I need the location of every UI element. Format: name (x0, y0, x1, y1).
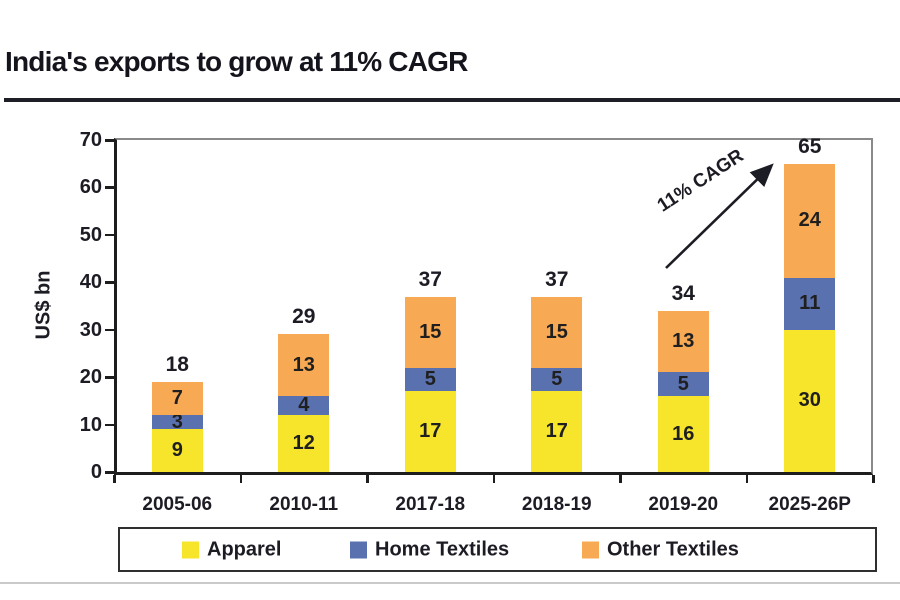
y-tick-mark (105, 233, 114, 237)
chart-title: India's exports to grow at 11% CAGR (5, 46, 468, 77)
plot-area (114, 138, 873, 475)
legend-swatch-icon (582, 541, 599, 558)
y-tick-label: 50 (79, 223, 102, 246)
x-category-label: 2025-26P (768, 494, 851, 515)
cagr-growth-arrow-icon (665, 163, 774, 269)
x-tick-mark (239, 475, 242, 483)
x-category-label: 2017-18 (395, 494, 466, 515)
x-tick-mark (492, 475, 495, 483)
legend-item-apparel: Apparel (182, 538, 281, 561)
legend-swatch-icon (182, 541, 199, 558)
y-tick-mark (105, 186, 114, 189)
legend-label: Other Textiles (607, 538, 739, 560)
y-tick-mark (105, 376, 114, 379)
x-tick-mark (113, 475, 116, 483)
title-divider (4, 98, 900, 102)
y-tick-mark (105, 328, 114, 332)
y-axis-title: US$ bn (32, 270, 55, 340)
x-category-label: 2018-19 (521, 494, 592, 515)
legend-item-other-textiles: Other Textiles (582, 538, 739, 561)
legend-label: Apparel (207, 538, 282, 560)
x-category-label: 2005-06 (142, 494, 213, 515)
y-tick-mark (105, 281, 114, 284)
bottom-divider (0, 582, 900, 584)
y-tick-mark (105, 423, 114, 427)
y-tick-label: 0 (90, 461, 102, 483)
y-tick-label: 60 (79, 176, 102, 199)
legend-swatch-icon (350, 541, 367, 558)
y-tick-mark (105, 139, 114, 142)
legend: Apparel Home Textiles Other Textiles (118, 527, 877, 572)
legend-label: Home Textiles (375, 538, 510, 560)
x-category-label: 2010-11 (269, 494, 339, 515)
x-tick-mark (872, 475, 875, 483)
x-category-label: 2019-20 (648, 494, 719, 515)
y-tick-label: 20 (79, 366, 102, 389)
x-tick-mark (745, 475, 748, 483)
y-tick-label: 10 (79, 413, 102, 436)
y-tick-label: 70 (79, 129, 102, 151)
legend-item-home-textiles: Home Textiles (350, 538, 509, 561)
x-tick-mark (619, 475, 622, 483)
y-tick-mark (105, 471, 114, 474)
x-tick-mark (366, 475, 369, 483)
